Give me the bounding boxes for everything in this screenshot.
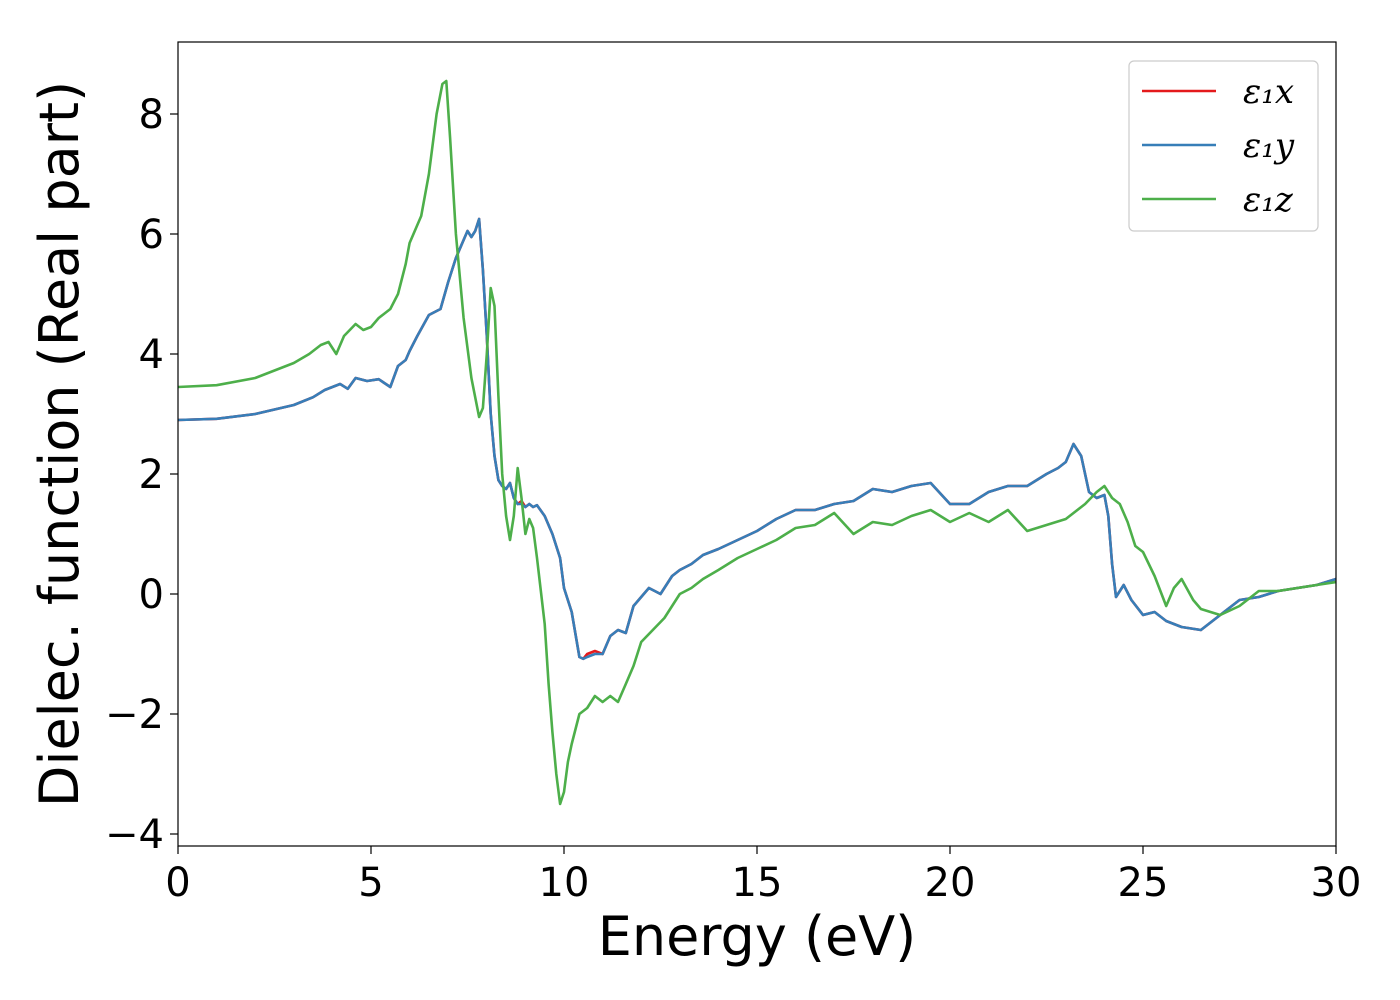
series-lines bbox=[178, 79, 1336, 806]
series-line-y bbox=[178, 217, 1336, 661]
y-tick-label: 8 bbox=[139, 92, 164, 138]
x-tick-label: 25 bbox=[1118, 860, 1169, 906]
y-tick-label: 0 bbox=[139, 572, 164, 618]
y-tick-label: −2 bbox=[105, 692, 164, 738]
x-tick-label: 0 bbox=[165, 860, 190, 906]
legend: ε₁x ε₁y ε₁z bbox=[1128, 60, 1319, 232]
y-tick-label: 6 bbox=[139, 212, 164, 258]
x-axis-title: Energy (eV) bbox=[598, 905, 917, 968]
x-tick-label: 15 bbox=[732, 860, 783, 906]
x-tick-label: 5 bbox=[358, 860, 383, 906]
x-ticks: 0 5 10 15 20 25 30 bbox=[165, 846, 1361, 906]
legend-box bbox=[1128, 60, 1319, 232]
x-tick-label: 10 bbox=[539, 860, 590, 906]
x-tick-label: 30 bbox=[1311, 860, 1362, 906]
y-tick-label: 4 bbox=[139, 332, 164, 378]
y-axis-title: Dielec. function (Real part) bbox=[28, 81, 91, 807]
y-tick-label: 2 bbox=[139, 452, 164, 498]
series-line-z bbox=[178, 79, 1336, 806]
legend-label: ε₁x bbox=[1243, 72, 1294, 112]
legend-label: ε₁y bbox=[1243, 126, 1295, 166]
legend-label: ε₁z bbox=[1243, 180, 1294, 220]
x-tick-label: 20 bbox=[925, 860, 976, 906]
y-tick-label: −4 bbox=[105, 812, 164, 858]
y-ticks: −4 −2 0 2 4 6 8 bbox=[105, 92, 178, 858]
